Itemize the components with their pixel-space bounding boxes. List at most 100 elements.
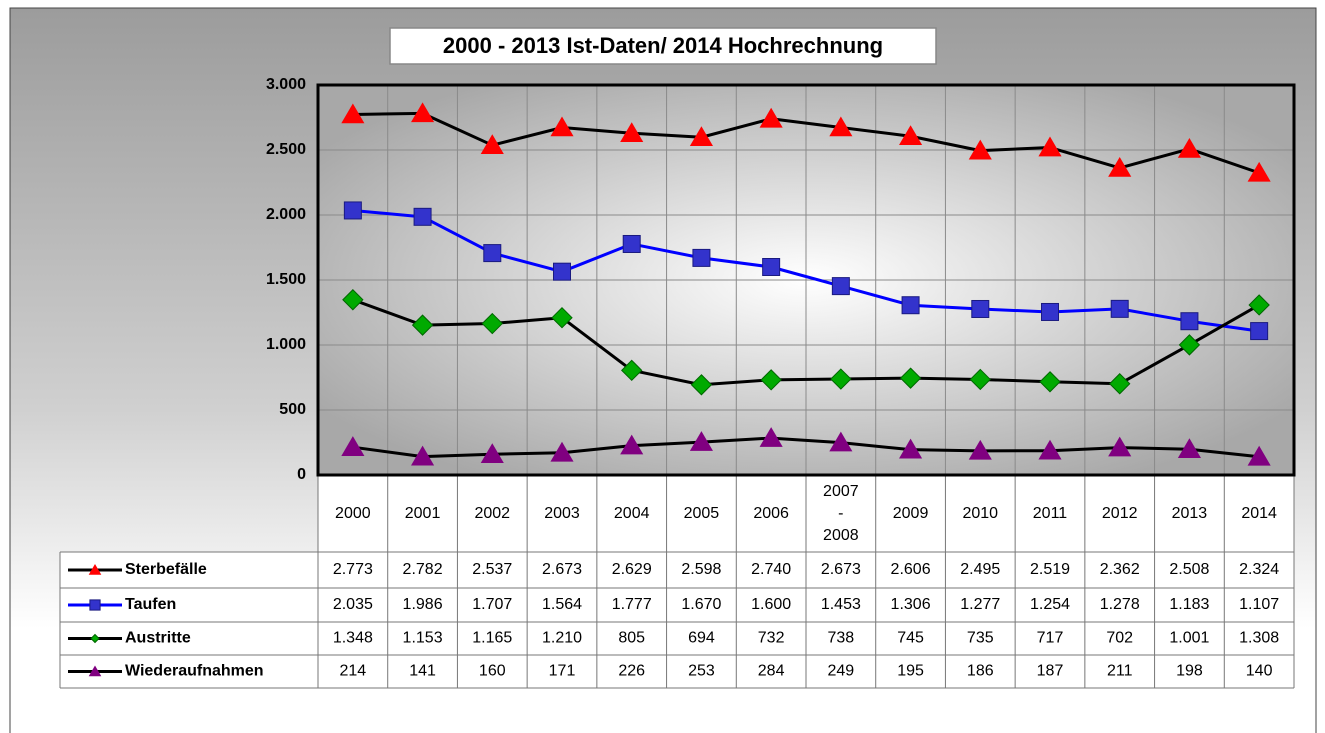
series-line: [352, 298, 1260, 387]
x-category-cell: 2002: [474, 505, 510, 522]
table-value: 732: [758, 630, 785, 647]
data-point: [831, 277, 850, 296]
table-value: 2.519: [1030, 561, 1070, 578]
data-point: [622, 234, 641, 253]
x-tick-label: 2006: [753, 504, 789, 522]
table-value: 805: [618, 630, 645, 647]
x-tick-label: 2011: [1032, 504, 1068, 522]
data-point: [411, 314, 434, 336]
data-point: [899, 125, 923, 146]
data-point: [762, 258, 781, 276]
table-value: 141: [409, 663, 436, 680]
table-value: 2.740: [751, 561, 791, 578]
table-value: 1.277: [960, 596, 1000, 613]
table-value: 2.035: [333, 596, 373, 613]
table-value: 1.210: [542, 630, 582, 647]
data-point: [968, 139, 992, 160]
table-value: 1.183: [1169, 596, 1209, 613]
data-point: [692, 248, 711, 267]
data-point: [413, 207, 432, 226]
data-point: [1247, 161, 1271, 182]
y-tick-label: 1.000: [266, 336, 306, 353]
x-category-cell: 2013: [1171, 504, 1208, 522]
data-point: [481, 312, 503, 335]
x-tick-label: 2012: [1101, 504, 1138, 522]
table-value: 2.673: [821, 561, 861, 578]
x-tick-label: 2010: [962, 504, 999, 522]
y-tick-label: 500: [279, 401, 306, 418]
table-value: 1.453: [821, 596, 861, 613]
data-point: [411, 102, 435, 123]
table-value: 187: [1037, 663, 1064, 680]
data-point: [971, 299, 990, 318]
table-value: 1.153: [403, 630, 443, 647]
data-point: [1178, 334, 1201, 356]
data-point: [1180, 312, 1199, 331]
table-value: 1.777: [612, 596, 652, 613]
data-point: [1039, 371, 1061, 393]
data-point: [830, 368, 852, 390]
data-point: [1108, 156, 1132, 177]
x-tick-label: 2013: [1171, 504, 1208, 522]
x-tick-label: 2014: [1241, 504, 1277, 522]
table-value: 694: [688, 630, 715, 647]
x-tick-label: 2007 - 2008: [823, 482, 859, 544]
data-point: [343, 201, 362, 220]
data-point: [690, 374, 713, 396]
table-value: 745: [897, 630, 924, 647]
data-point: [1248, 294, 1270, 316]
table-value: 2.773: [333, 561, 373, 578]
x-category-cell: 2009: [892, 504, 929, 522]
x-tick-label: 2004: [613, 504, 650, 522]
data-point: [901, 296, 920, 315]
x-category-cell: 2000: [335, 505, 371, 522]
data-point: [341, 436, 365, 456]
data-point: [411, 445, 435, 466]
series-line: [352, 208, 1260, 333]
x-category-cell: 2006: [753, 504, 789, 522]
table-value: 2.324: [1239, 561, 1279, 578]
x-category-cell: 2005: [684, 505, 720, 522]
table-value: 2.782: [403, 561, 443, 578]
table-value: 1.107: [1239, 596, 1279, 613]
table-value: 140: [1246, 663, 1273, 680]
x-category-cell: 2007 - 2008: [823, 482, 859, 544]
legend-label: Austritte: [125, 630, 191, 647]
x-category-cell: 2004: [613, 504, 650, 522]
data-point: [829, 431, 853, 452]
table-value: 1.254: [1030, 596, 1070, 613]
table-value: 2.598: [681, 561, 721, 578]
data-point: [620, 122, 644, 143]
table-value: 1.986: [403, 596, 443, 613]
table-value: 1.564: [542, 596, 582, 613]
data-point: [968, 439, 992, 460]
data-point: [1177, 137, 1201, 158]
data-point: [899, 438, 923, 459]
chart-title: 2000 - 2013 Ist-Daten/ 2014 Hochrechnung: [443, 33, 883, 58]
table-value: 198: [1176, 663, 1203, 680]
data-point: [969, 368, 991, 391]
data-point: [899, 367, 922, 389]
data-point: [483, 244, 502, 263]
x-category-cell: 2001: [405, 505, 441, 522]
legend-label: Wiederaufnahmen: [125, 663, 264, 680]
data-point: [1038, 136, 1062, 157]
y-tick-label: 1.500: [266, 271, 306, 288]
x-tick-label: 2009: [892, 504, 929, 522]
table-value: 186: [967, 663, 994, 680]
table-value: 253: [688, 663, 715, 680]
data-point: [1177, 438, 1201, 459]
plot-border: [316, 83, 1296, 477]
series-lines: [341, 102, 1271, 466]
y-tick-label: 2.000: [266, 206, 306, 223]
table-value: 1.278: [1100, 596, 1140, 613]
table-value: 1.308: [1239, 630, 1279, 647]
table-value: 214: [340, 663, 367, 680]
data-point: [689, 431, 713, 451]
data-point: [1250, 322, 1269, 341]
x-category-cell: 2010: [962, 504, 999, 522]
data-point: [341, 103, 365, 124]
series-line: [352, 111, 1260, 175]
y-tick-label: 2.500: [266, 141, 306, 158]
